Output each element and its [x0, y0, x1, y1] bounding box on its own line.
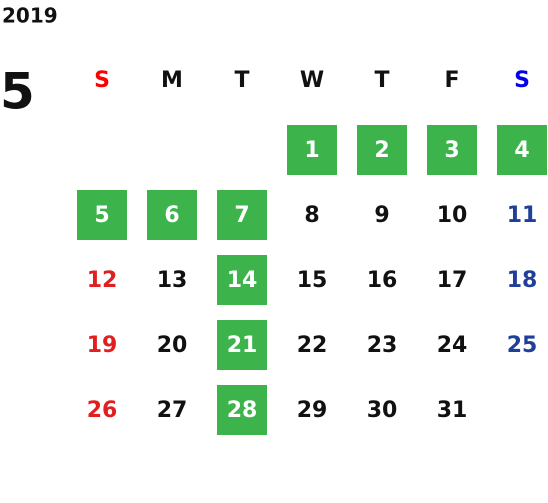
highlight-box [287, 125, 337, 175]
weekday-label: T [234, 68, 249, 93]
day: 12 [87, 268, 118, 293]
highlight-box [147, 190, 197, 240]
weekday-label: M [161, 68, 183, 93]
day: 22 [297, 333, 328, 358]
highlight-box [217, 255, 267, 305]
day: 16 [367, 268, 398, 293]
weekday-label: F [444, 68, 459, 93]
day: 8 [304, 203, 319, 228]
weekday-label: T [374, 68, 389, 93]
day: 11 [507, 203, 538, 228]
day: 25 [507, 333, 538, 358]
day: 21 [227, 333, 258, 358]
highlight-box [217, 320, 267, 370]
day: 6 [164, 203, 179, 228]
highlight-box [357, 125, 407, 175]
day: 18 [507, 268, 538, 293]
day: 23 [367, 333, 398, 358]
year: 2019 [2, 4, 58, 28]
day: 15 [297, 268, 328, 293]
highlight-box [497, 125, 547, 175]
day: 30 [367, 398, 398, 423]
day: 19 [87, 333, 118, 358]
day: 14 [227, 268, 258, 293]
day: 27 [157, 398, 188, 423]
day: 5 [94, 203, 109, 228]
day: 20 [157, 333, 188, 358]
day: 3 [444, 138, 459, 163]
day: 1 [304, 138, 319, 163]
day: 9 [374, 203, 389, 228]
highlight-box [217, 385, 267, 435]
day: 29 [297, 398, 328, 423]
month: 5 [0, 63, 35, 121]
day: 7 [234, 203, 249, 228]
highlight-box [217, 190, 267, 240]
highlight-box [77, 190, 127, 240]
day: 17 [437, 268, 468, 293]
day: 26 [87, 398, 118, 423]
day: 24 [437, 333, 468, 358]
day: 10 [437, 203, 468, 228]
day: 4 [514, 138, 529, 163]
highlight-box [427, 125, 477, 175]
day: 28 [227, 398, 258, 423]
day: 2 [374, 138, 389, 163]
day: 13 [157, 268, 188, 293]
weekday-label: W [300, 68, 324, 93]
weekday-label: S [94, 68, 110, 93]
weekday-label: S [514, 68, 530, 93]
day: 31 [437, 398, 468, 423]
